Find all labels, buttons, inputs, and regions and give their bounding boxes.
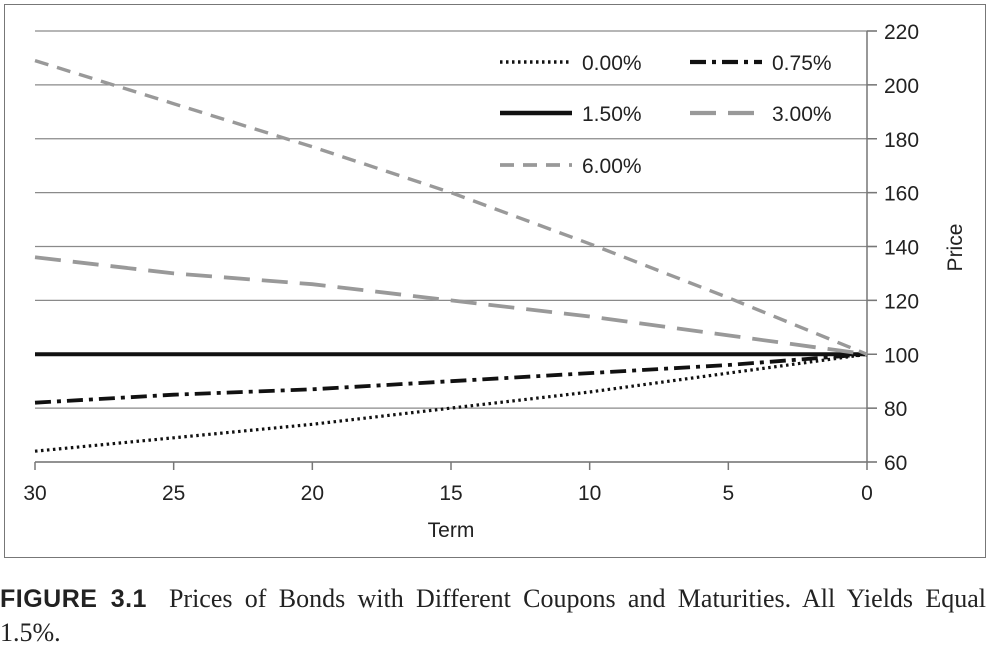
y-tick-label-140: 140 [884, 237, 919, 260]
legend-label-4: 3.00% [772, 103, 832, 126]
x-tick-label-20: 20 [301, 482, 324, 505]
x-tick-label-15: 15 [439, 482, 462, 505]
y-tick-label-180: 180 [884, 129, 919, 152]
y-tick-label-160: 160 [884, 183, 919, 206]
x-tick-label-5: 5 [722, 482, 734, 505]
bond-price-chart: 30 25 20 15 10 5 0 60 80 100 120 140 160 180 200 220 Te… [23, 21, 967, 542]
legend: 0.00% 0.75% 1.50% 3.00% 6.00% [500, 52, 832, 178]
figure-caption-text: Prices of Bonds with Different Coupons a… [0, 584, 986, 647]
grid-lines [35, 30, 877, 463]
legend-item-2: 0.75% [690, 52, 832, 75]
figure-caption: FIGURE 3.1 Prices of Bonds with Different… [0, 582, 986, 650]
x-tick-label-10: 10 [578, 482, 601, 505]
x-tick-label-30: 30 [23, 482, 46, 505]
legend-item-4: 3.00% [690, 103, 832, 126]
legend-label-1: 0.00% [582, 52, 642, 75]
y-tick-label-120: 120 [884, 290, 919, 313]
legend-item-3: 1.50% [500, 103, 642, 126]
y-tick-label-80: 80 [884, 398, 907, 421]
series-line-2 [34, 352, 868, 405]
chart-frame [4, 4, 986, 558]
legend-label-3: 1.50% [582, 103, 642, 126]
y-tick-label-220: 220 [884, 21, 919, 44]
y-tick-label-200: 200 [884, 75, 919, 98]
y-tick-label-60: 60 [884, 452, 907, 475]
series-line-4 [34, 255, 868, 357]
x-tick-label-0: 0 [861, 482, 873, 505]
x-tick-label-25: 25 [162, 482, 185, 505]
tick-labels: 30 25 20 15 10 5 0 60 80 100 120 140 160 180 200 220 [23, 21, 919, 505]
legend-item-5: 6.00% [500, 155, 642, 178]
figure-label: FIGURE 3.1 [0, 585, 147, 613]
x-axis-title: Term [428, 519, 475, 542]
legend-label-2: 0.75% [772, 52, 832, 75]
y-tick-label-100: 100 [884, 344, 919, 367]
y-axis-title: Price [944, 224, 967, 272]
series-line-5 [34, 58, 868, 356]
series-lines [34, 58, 868, 453]
series-line-1 [34, 352, 868, 453]
legend-label-5: 6.00% [582, 155, 642, 178]
legend-item-1: 0.00% [500, 52, 642, 75]
